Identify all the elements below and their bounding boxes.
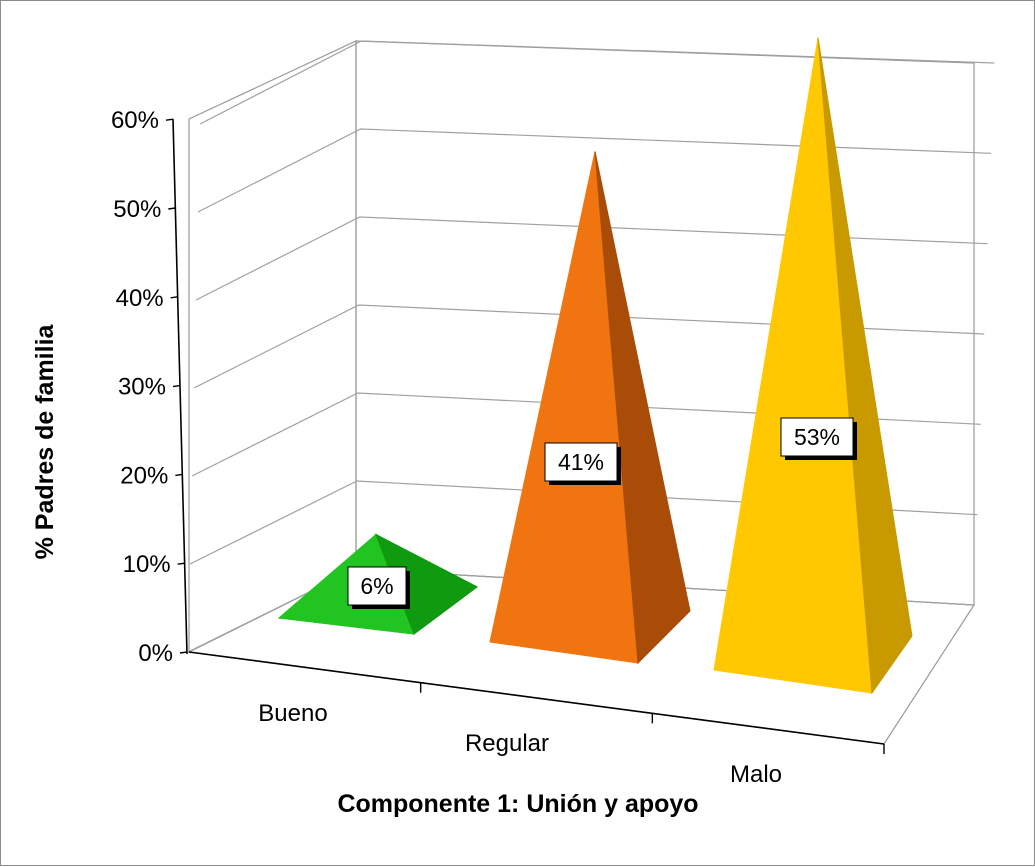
data-label-box [780,417,854,457]
gridline [199,40,995,125]
pyramid-side-face [817,37,913,695]
gridline [197,128,992,213]
y-tick [165,118,174,121]
data-label-text: 41% [558,449,604,475]
pyramid-bar-malo [713,37,913,695]
data-label-text: 6% [360,573,393,599]
pyramid-bar-regular [489,151,691,665]
tick-labels: 0% 10% 20% 30% 40% 50% 60% Bueno Regular Malo [111,107,782,788]
x-tick-label: Malo [730,761,782,788]
data-label: 6% [347,566,410,609]
y-tick-label: 20% [120,462,168,489]
gridlines [187,40,995,653]
y-tick-label: 50% [113,196,161,223]
data-labels: 6% 41% 53% [347,417,857,609]
y-tick [170,296,178,299]
y-tick [172,384,181,388]
y-tick-label: 40% [116,285,164,312]
y-tick-label: 0% [138,640,173,667]
axis-titles: % Padres de familia Componente 1: Unión … [31,323,699,818]
y-tick-label: 60% [111,107,159,134]
x-tick-label: Bueno [258,700,327,727]
data-label-box [544,442,618,482]
y-tick [177,562,185,565]
axes [165,118,885,754]
y-tick [168,207,176,210]
gridline [195,216,988,301]
data-label: 41% [544,442,621,485]
x-tick-label: Regular [465,730,549,757]
data-label: 53% [780,417,857,460]
y-tick-label: 10% [123,551,171,578]
pyramid-side-face [594,151,691,665]
data-label-text: 53% [794,424,840,450]
bars [277,37,913,695]
y-tick [175,473,183,477]
pyramid-bar-bueno [277,533,478,635]
y-tick [179,651,188,654]
y-axis-title: % Padres de familia [31,323,59,559]
x-axis-line [188,651,885,745]
x-axis-title: Componente 1: Unión y apoyo [337,790,698,818]
data-label-box [347,566,407,606]
y-tick-label: 30% [118,374,166,401]
side-wall [188,40,357,653]
